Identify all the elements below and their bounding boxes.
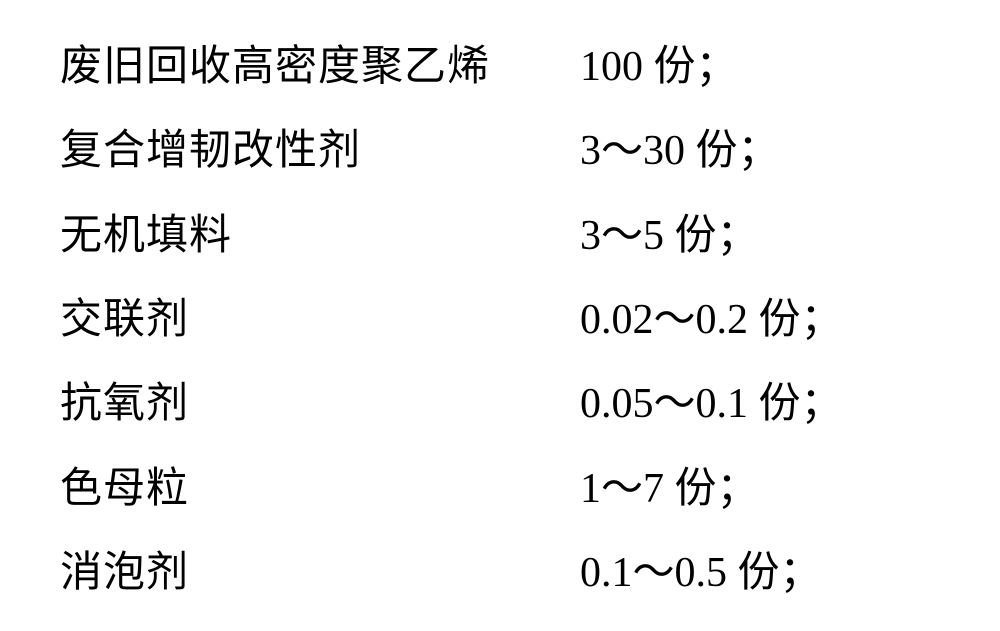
value-number: 100 [580,43,643,91]
ingredient-value: 3～5 份； [580,201,759,262]
ingredient-value: 0.1～0.5 份； [580,538,822,599]
value-number: 0.05～0.1 [580,369,748,430]
ingredient-value: 0.05～0.1 份； [580,369,843,430]
value-unit: 份； [748,369,843,430]
value-unit: 份； [664,201,759,262]
ingredient-row: 抗氧剂 0.05～0.1 份； [60,369,960,430]
ingredient-value: 0.02～0.2 份； [580,285,843,346]
value-number: 1～7 [580,454,664,515]
ingredient-label: 抗氧剂 [60,369,580,430]
ingredient-label: 复合增韧改性剂 [60,116,580,177]
value-number: 0.1～0.5 [580,538,727,599]
ingredient-row: 交联剂 0.02～0.2 份； [60,285,960,346]
ingredient-row: 废旧回收高密度聚乙烯 100 份； [60,32,960,93]
value-unit: 份； [643,32,738,93]
ingredient-value: 3～30 份； [580,116,780,177]
ingredient-table: 废旧回收高密度聚乙烯 100 份； 复合增韧改性剂 3～30 份； 无机填料 3… [0,0,1000,631]
ingredient-label: 色母粒 [60,454,580,515]
ingredient-row: 色母粒 1～7 份； [60,454,960,515]
value-number: 0.02～0.2 [580,285,748,346]
ingredient-label: 消泡剂 [60,538,580,599]
ingredient-label: 无机填料 [60,201,580,262]
ingredient-row: 消泡剂 0.1～0.5 份； [60,538,960,599]
ingredient-row: 复合增韧改性剂 3～30 份； [60,116,960,177]
value-number: 3～30 [580,116,685,177]
value-unit: 份； [664,454,759,515]
ingredient-label: 交联剂 [60,285,580,346]
ingredient-label: 废旧回收高密度聚乙烯 [60,32,580,93]
value-unit: 份； [727,538,822,599]
ingredient-value: 1～7 份； [580,454,759,515]
ingredient-value: 100 份； [580,32,738,93]
value-number: 3～5 [580,201,664,262]
value-unit: 份； [685,116,780,177]
ingredient-row: 无机填料 3～5 份； [60,201,960,262]
value-unit: 份； [748,285,843,346]
